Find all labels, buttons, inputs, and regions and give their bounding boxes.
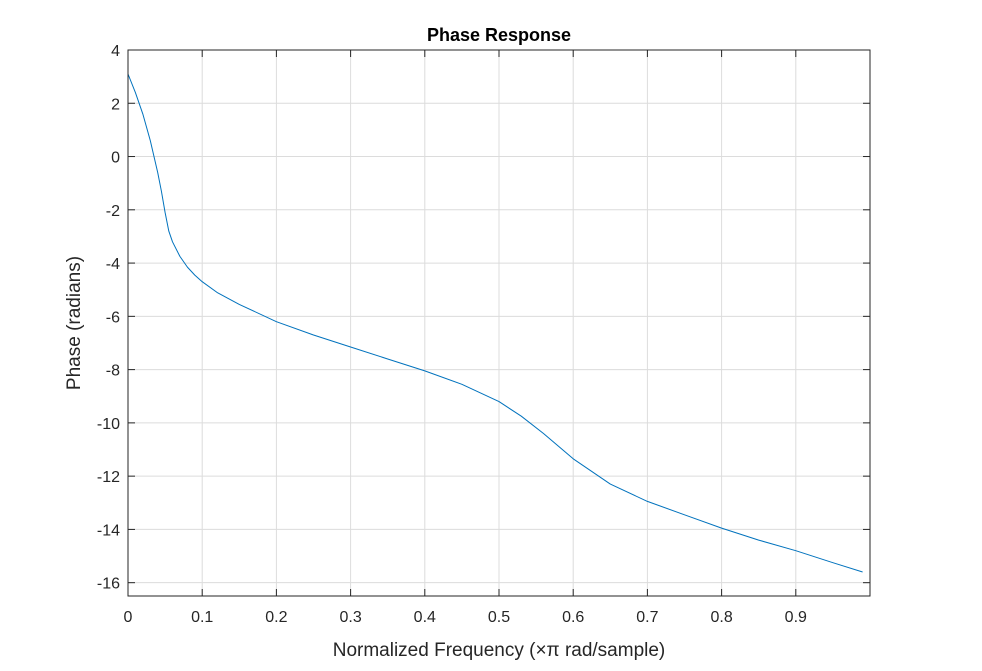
x-tick-label: 0.8 bbox=[710, 609, 732, 626]
x-tick-label: 0.2 bbox=[265, 609, 287, 626]
y-tick-label: -14 bbox=[97, 522, 120, 539]
x-tick-label: 0.7 bbox=[636, 609, 658, 626]
x-axis-label: Normalized Frequency (×π rad/sample) bbox=[333, 640, 666, 661]
y-tick-label: -2 bbox=[106, 203, 120, 220]
y-tick-label: -4 bbox=[106, 256, 120, 273]
x-tick-label: 0.5 bbox=[488, 609, 510, 626]
y-tick-label: -16 bbox=[97, 576, 120, 593]
y-tick-label: -12 bbox=[97, 469, 120, 486]
x-tick-label: 0.6 bbox=[562, 609, 584, 626]
x-tick-label: 0.1 bbox=[191, 609, 213, 626]
y-tick-label: 4 bbox=[111, 43, 120, 60]
line-layer bbox=[127, 73, 863, 573]
y-tick-label: -6 bbox=[106, 309, 120, 326]
y-tick-label: -8 bbox=[106, 363, 120, 380]
tick-layer: 0 0.1 0.2 0.3 0.4 0.5 0.6 0.7 0.8 0.9 4 2 0 -2 -4 -6 -8 -… bbox=[97, 43, 870, 626]
y-tick-label: -10 bbox=[97, 416, 120, 433]
x-tick-label: 0.4 bbox=[414, 609, 436, 626]
x-tick-label: 0.9 bbox=[785, 609, 807, 626]
x-tick-label: 0 bbox=[124, 609, 133, 626]
phase-series-line bbox=[127, 73, 863, 573]
y-tick-label: 0 bbox=[111, 150, 120, 167]
chart-title: Phase Response bbox=[427, 25, 571, 45]
y-axis-label: Phase (radians) bbox=[64, 256, 85, 390]
x-tick-label: 0.3 bbox=[339, 609, 361, 626]
y-tick-label: 2 bbox=[111, 96, 120, 113]
